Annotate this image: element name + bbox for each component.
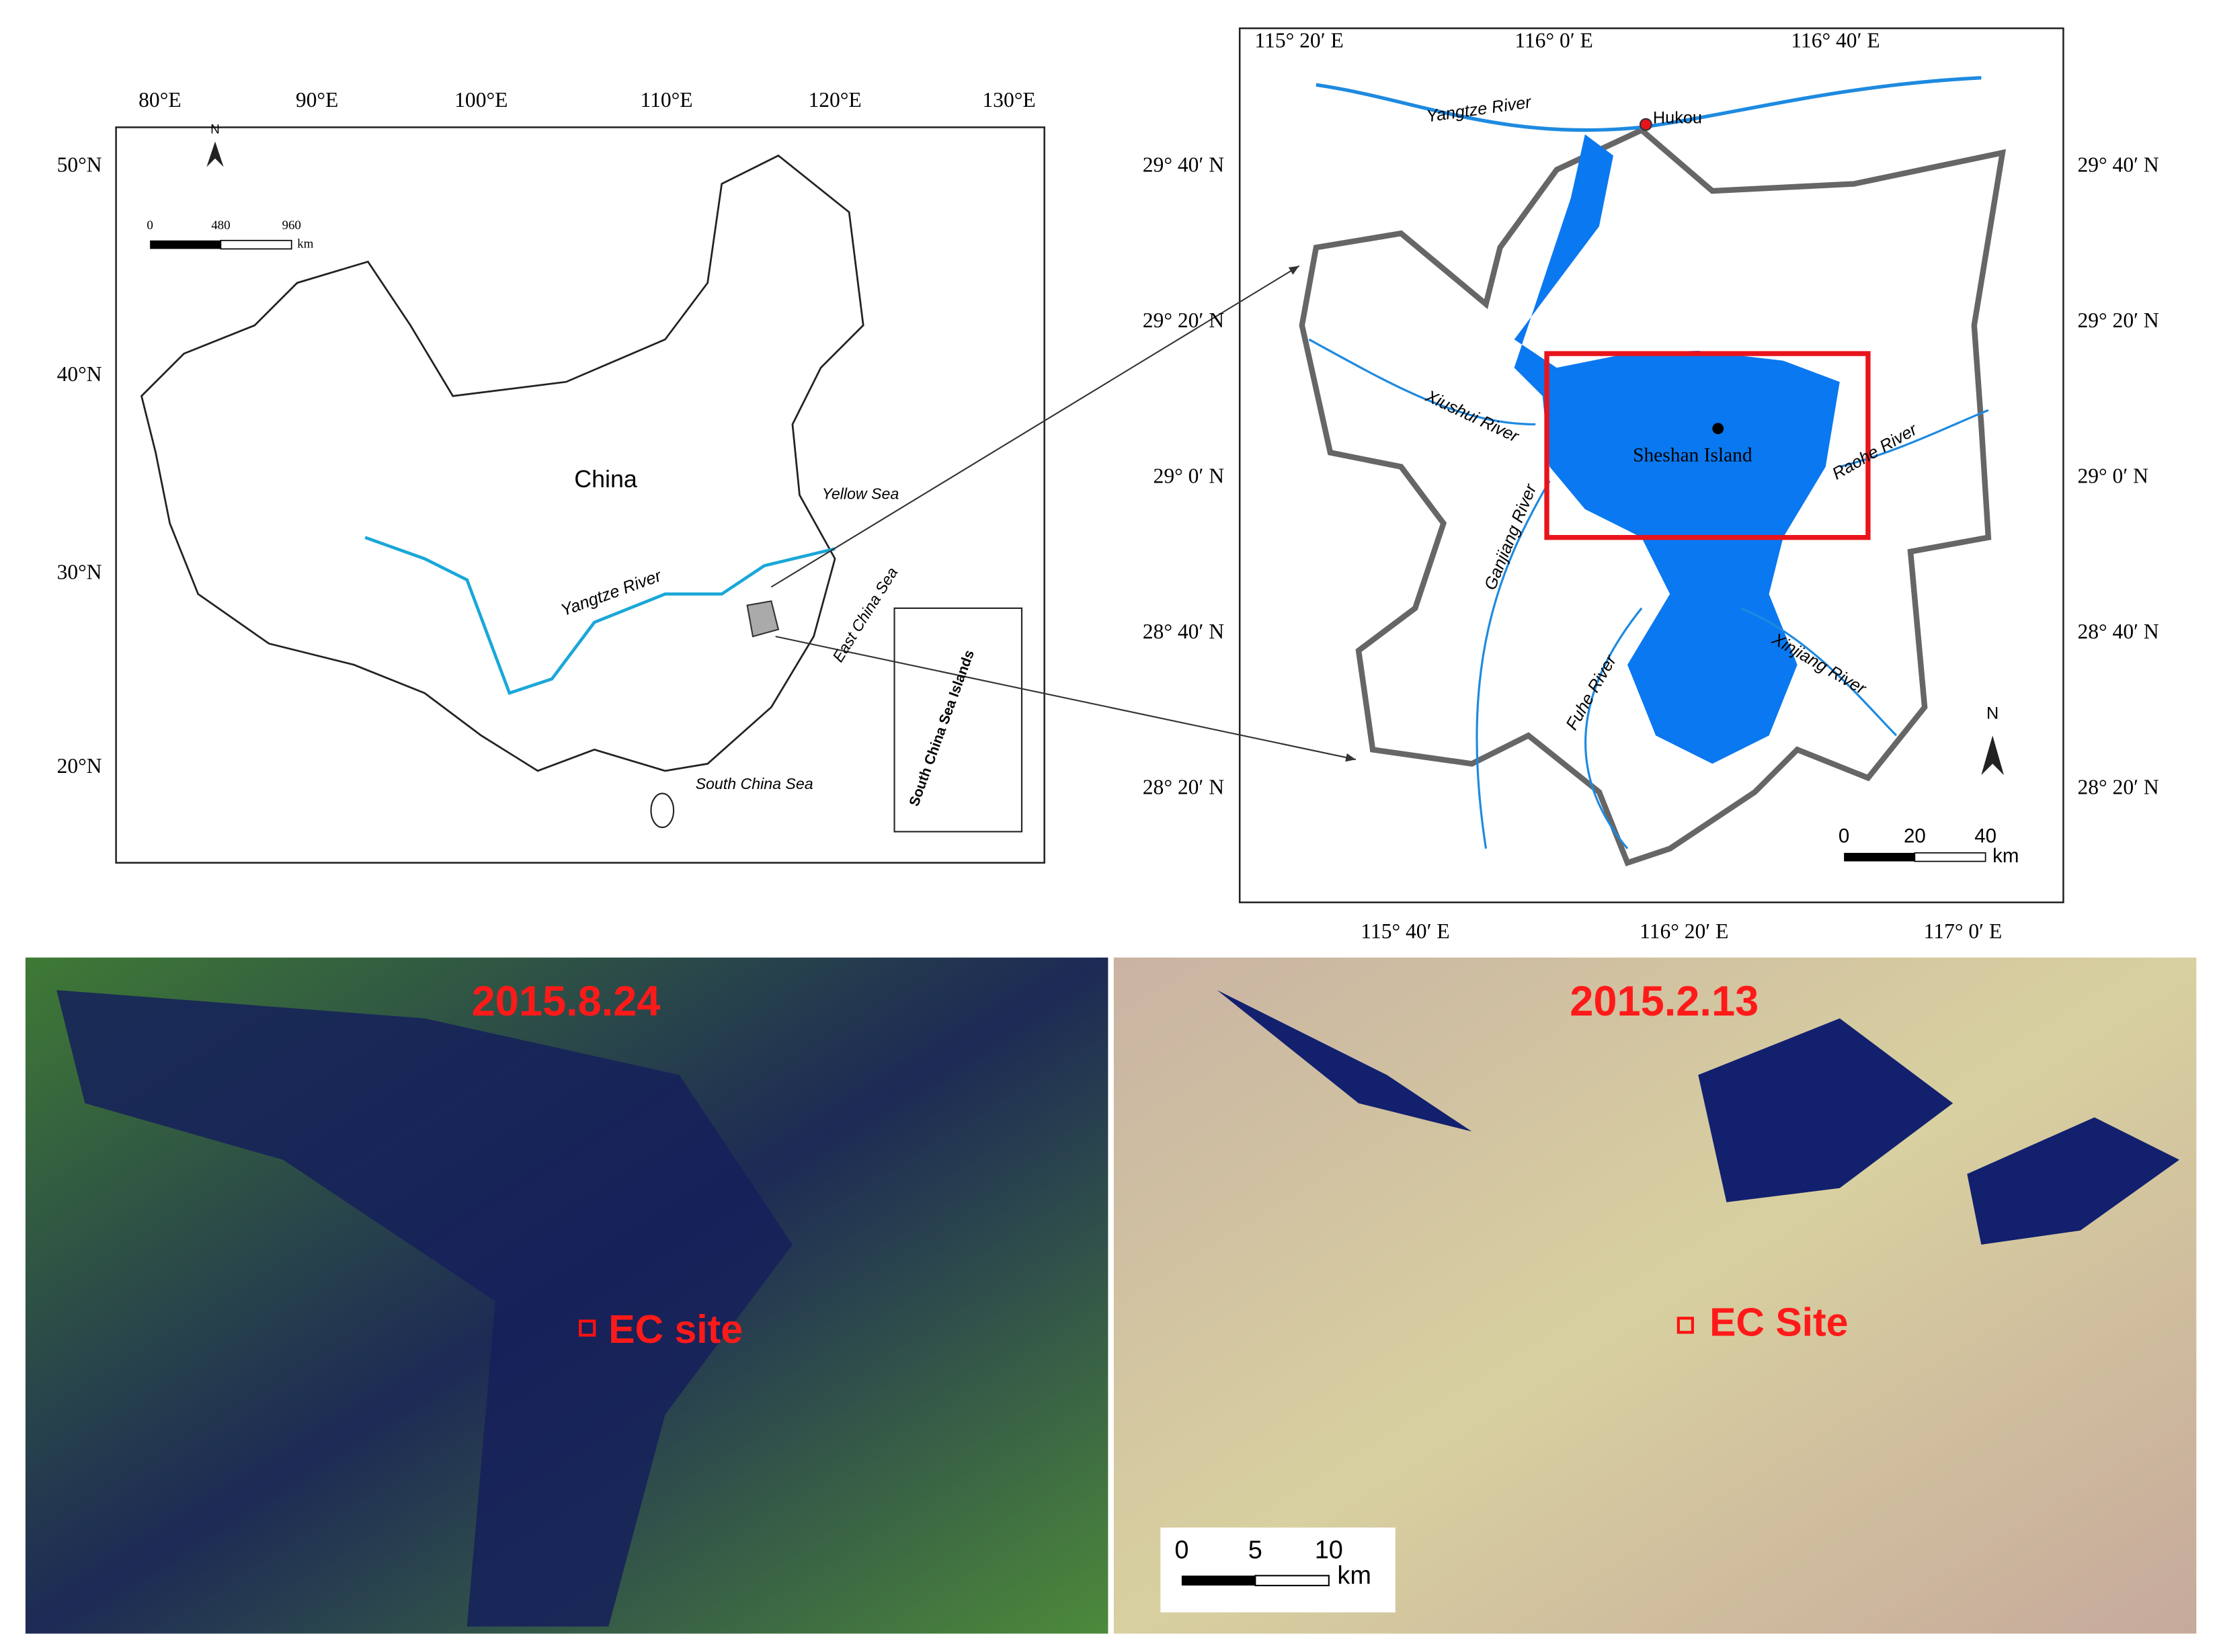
lat-label: 29° 20′ N — [2077, 308, 2159, 332]
image-date: 2015.8.24 — [472, 978, 661, 1025]
lon-label: 130°E — [982, 88, 1035, 112]
lon-label: 116° 20′ E — [1640, 919, 1728, 943]
river — [1839, 409, 1989, 468]
lon-label: 80°E — [138, 88, 181, 112]
pointer-arrow — [770, 265, 1300, 588]
place-label: Sheshan Island — [1633, 445, 1752, 466]
scale-bar — [1914, 852, 1986, 862]
lon-label: 120°E — [808, 88, 861, 112]
lat-label: 28° 40′ N — [2077, 620, 2159, 643]
sheshan-point — [1712, 423, 1724, 435]
summer-image — [25, 957, 1108, 1634]
basin-location — [746, 600, 780, 638]
scale-label: 960 — [282, 218, 300, 233]
scale-unit: km — [1992, 845, 2019, 867]
scale-label: 0 — [1839, 825, 1849, 848]
river — [1584, 607, 1643, 850]
sea-label: South China Sea — [696, 775, 813, 792]
pointer-arrow — [775, 635, 1357, 762]
image-date: 2015.2.13 — [1570, 978, 1759, 1025]
scale-label: 20 — [1904, 825, 1926, 848]
scale-label: 40 — [1974, 825, 1996, 848]
river — [1740, 607, 1898, 737]
lon-label: 117° 0′ E — [1924, 919, 2003, 943]
lat-label: 28° 40′ N — [1143, 620, 1224, 643]
china-map — [115, 126, 1045, 864]
lat-label: 28° 20′ N — [1143, 776, 1224, 799]
lat-label: 29° 20′ N — [1143, 308, 1224, 332]
lon-label: 115° 20′ E — [1254, 28, 1343, 52]
china-outline — [140, 154, 864, 772]
satellite-image — [1113, 957, 2197, 1634]
poyang-lake — [1514, 134, 1840, 764]
river — [1308, 338, 1536, 425]
scale-unit: km — [1337, 1561, 1371, 1589]
scale-box — [1160, 1527, 1396, 1613]
scale-label: 10 — [1315, 1536, 1343, 1565]
place-label: Hukou — [1653, 108, 1702, 127]
study-area-box — [1544, 351, 1871, 540]
water — [1217, 990, 1472, 1132]
ec-site-marker — [579, 1319, 596, 1337]
lon-label: 115° 40′ E — [1361, 919, 1449, 943]
lat-label: 50°N — [57, 153, 102, 177]
river — [1476, 480, 1551, 849]
lon-label: 116° 0′ E — [1515, 28, 1593, 52]
scale-bar — [1844, 852, 1915, 862]
north-label: N — [1986, 704, 1999, 722]
lon-label: 110°E — [641, 88, 693, 112]
scale-label: 480 — [211, 218, 230, 233]
lon-label: 90°E — [296, 88, 338, 112]
scale-bar — [1254, 1575, 1330, 1587]
water — [1698, 1018, 1953, 1202]
scale-unit: km — [297, 237, 313, 251]
north-arrow — [1981, 735, 2005, 776]
water — [1967, 1117, 2180, 1245]
hukou-point — [1639, 118, 1652, 131]
country-label: China — [574, 466, 637, 493]
scale-label: 0 — [147, 218, 153, 233]
site-label: EC Site — [1709, 1300, 1848, 1344]
basin-map — [1238, 27, 2064, 903]
lat-label: 30°N — [57, 561, 102, 584]
north-arrow — [206, 141, 224, 167]
lat-label: 29° 40′ N — [2077, 153, 2159, 177]
lat-label: 28° 20′ N — [2077, 776, 2159, 799]
winter-image — [1113, 957, 2197, 1634]
ec-site-marker — [1677, 1317, 1694, 1334]
lat-label: 29° 0′ N — [1154, 464, 1225, 488]
lat-label: 40°N — [57, 362, 102, 386]
scale-bar — [220, 239, 292, 250]
scale-bar — [1181, 1575, 1256, 1586]
yangtze-river — [364, 536, 836, 696]
lat-label: 20°N — [57, 754, 102, 778]
site-label: EC site — [608, 1308, 743, 1352]
lat-label: 29° 40′ N — [1143, 153, 1224, 177]
lon-label: 116° 40′ E — [1791, 28, 1880, 52]
lon-label: 100°E — [454, 88, 508, 112]
scale-label: 0 — [1174, 1536, 1188, 1565]
scale-label: 5 — [1248, 1536, 1262, 1565]
scale-bar — [150, 240, 221, 249]
hainan — [650, 792, 675, 829]
lat-label: 29° 0′ N — [2077, 464, 2148, 488]
north-label: N — [210, 123, 220, 137]
sea-label: Yellow Sea — [822, 485, 899, 503]
water — [56, 990, 793, 1627]
inset-frame — [893, 607, 1023, 833]
